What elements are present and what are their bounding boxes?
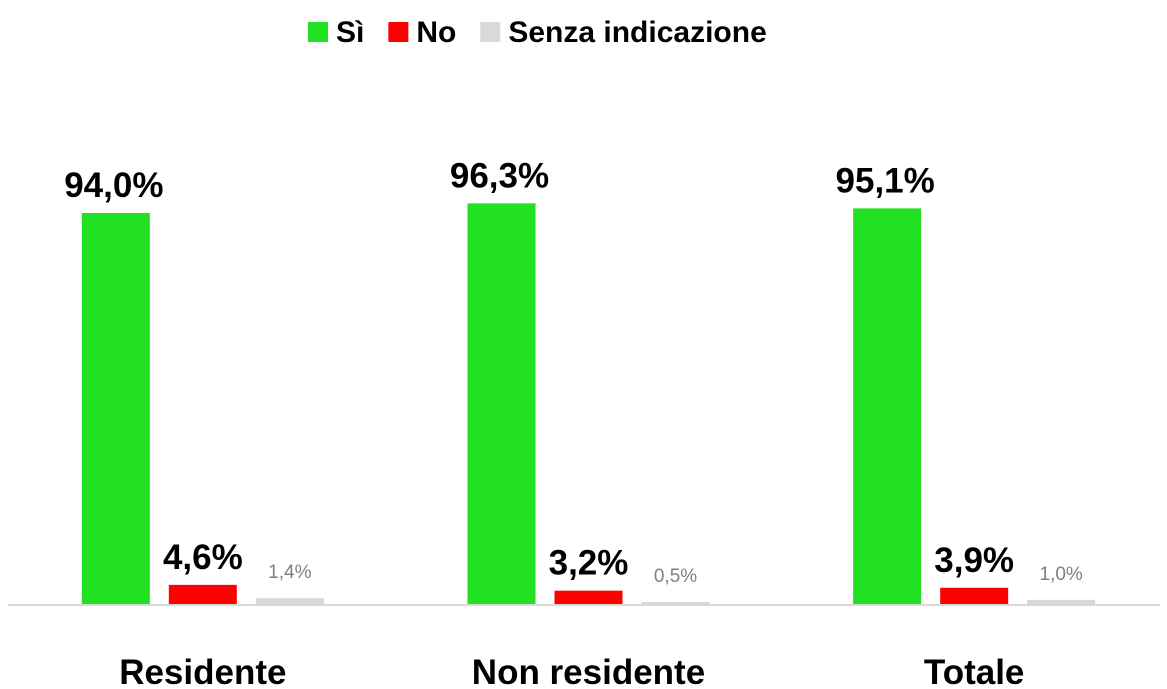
legend-swatch bbox=[308, 22, 328, 42]
legend-label: No bbox=[416, 16, 456, 49]
data-label: 96,3% bbox=[450, 156, 549, 195]
bar bbox=[81, 212, 150, 604]
data-label: 4,6% bbox=[163, 538, 243, 577]
data-label: 94,0% bbox=[64, 166, 163, 205]
bar bbox=[467, 203, 536, 604]
legend-swatch bbox=[388, 22, 409, 42]
data-label: 3,2% bbox=[549, 544, 629, 583]
bar bbox=[554, 590, 623, 604]
data-label: 1,0% bbox=[1040, 564, 1083, 585]
x-tick-label: Totale bbox=[924, 653, 1024, 689]
x-tick-label: Residente bbox=[119, 653, 286, 689]
legend-label: Sì bbox=[336, 16, 364, 49]
data-label: 1,4% bbox=[268, 562, 311, 583]
bar bbox=[1027, 599, 1096, 604]
x-tick-label: Non residente bbox=[472, 653, 705, 689]
legend-label: Senza indicazione bbox=[508, 16, 766, 49]
legend-swatch bbox=[480, 22, 501, 42]
bar bbox=[255, 598, 324, 604]
data-label: 3,9% bbox=[934, 541, 1014, 580]
data-label: 0,5% bbox=[654, 566, 697, 587]
bar bbox=[168, 584, 237, 604]
data-label: 95,1% bbox=[836, 161, 935, 200]
bar bbox=[940, 587, 1009, 604]
bar bbox=[853, 208, 922, 604]
bar bbox=[641, 601, 710, 604]
